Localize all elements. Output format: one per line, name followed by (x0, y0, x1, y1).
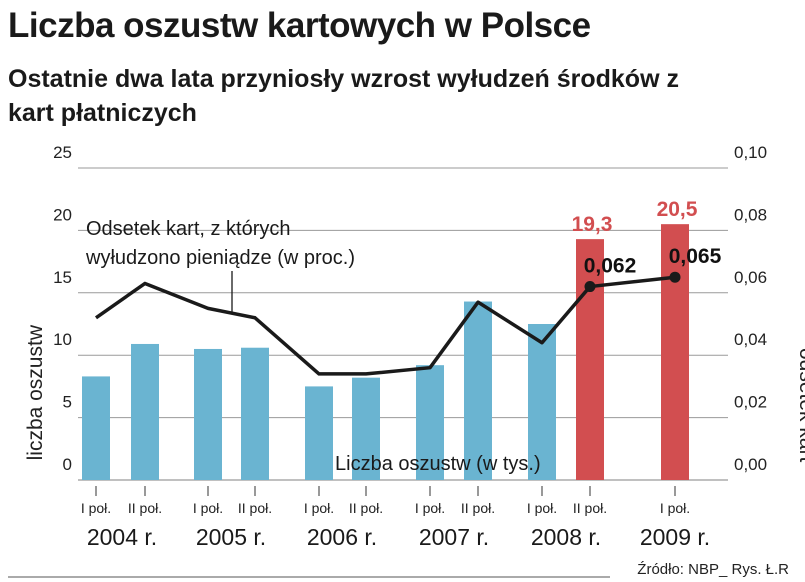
left-tick-label: 0 (63, 455, 72, 474)
line-data-label: 0,065 (669, 245, 722, 268)
axes: 0 5 10 15 20 25 0,00 0,02 0,04 0,06 0,08 0,10 liczba… (8, 143, 805, 578)
bar (528, 324, 556, 480)
line-point (669, 271, 681, 283)
x-tick-label: I poł. (304, 500, 334, 516)
year-label: 2006 r. (307, 524, 377, 550)
right-tick-label: 0,04 (734, 330, 767, 349)
x-tick-label: II poł. (349, 500, 383, 516)
right-tick-label: 0,00 (734, 455, 767, 474)
line-annotation-text: Odsetek kart, z których (86, 218, 291, 240)
x-tick-label: I poł. (415, 500, 445, 516)
right-tick-label: 0,02 (734, 393, 767, 412)
labels: 19,3 20,5 0,062 0,065 Odsetek kart, z któryc… (85, 198, 722, 475)
x-tick-label: II poł. (238, 500, 272, 516)
bar (194, 348, 222, 480)
left-tick-label: 5 (63, 393, 72, 412)
year-label: 2008 r. (531, 524, 601, 550)
source-note: Źródło: NBP_ Rys. Ł.R (637, 561, 789, 578)
bar (241, 347, 269, 480)
left-tick-label: 25 (53, 143, 72, 162)
bar-data-label: 20,5 (657, 198, 698, 221)
year-label: 2007 r. (419, 524, 489, 550)
year-label: 2004 r. (87, 524, 157, 550)
bars (82, 224, 689, 480)
right-tick-label: 0,06 (734, 268, 767, 287)
x-tick-label: I poł. (81, 500, 111, 516)
line-data-label: 0,062 (584, 255, 637, 278)
grid (78, 167, 728, 481)
x-tick-label: I poł. (660, 500, 690, 516)
fraud-rate-line (94, 271, 681, 376)
left-tick-label: 20 (53, 205, 72, 224)
x-tick-label: II poł. (461, 500, 495, 516)
x-tick-label: I poł. (193, 500, 223, 516)
x-tick-label: II poł. (128, 500, 162, 516)
bar (82, 376, 110, 480)
chart-subtitle: Ostatnie dwa lata przyniosły wzrost wyłu… (8, 65, 679, 127)
bar (661, 224, 689, 480)
chart-title: Liczba oszustw kartowych w Polsce (8, 6, 591, 45)
right-tick-label: 0,10 (734, 143, 767, 162)
left-axis-title: liczba oszustw (24, 324, 47, 460)
left-tick-label: 15 (53, 268, 72, 287)
bar (305, 386, 333, 480)
line-annotation-text: wyłudzono pieniądze (w proc.) (85, 247, 355, 269)
right-axis-title: odsetek kart (795, 348, 805, 463)
bar-data-label: 19,3 (572, 213, 613, 236)
year-label: 2009 r. (640, 524, 710, 550)
right-tick-label: 0,08 (734, 205, 767, 224)
bar-series-caption: Liczba oszustw (w tys.) (335, 453, 541, 475)
fraud-rate-polyline (94, 275, 676, 376)
left-tick-label: 10 (53, 330, 72, 349)
bar (131, 343, 159, 480)
year-label: 2005 r. (196, 524, 266, 550)
bar (352, 377, 380, 480)
bar (576, 239, 604, 480)
bar (416, 365, 444, 480)
bar (464, 301, 492, 480)
line-point (584, 281, 596, 293)
x-tick-label: II poł. (573, 500, 607, 516)
x-tick-label: I poł. (527, 500, 557, 516)
